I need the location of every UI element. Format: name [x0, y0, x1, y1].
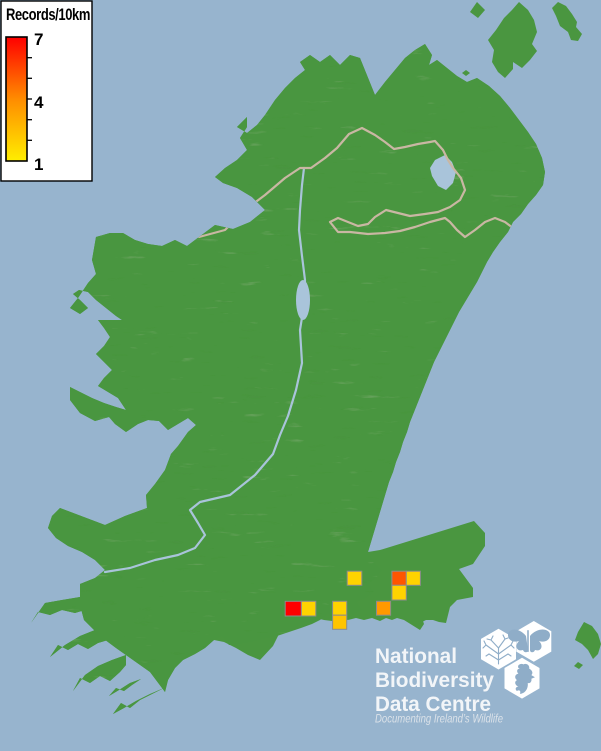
svg-text:Biodiversity: Biodiversity	[375, 669, 494, 692]
svg-text:Documenting Ireland’s Wildlife: Documenting Ireland’s Wildlife	[375, 714, 503, 726]
svg-text:Records/10km: Records/10km	[6, 6, 90, 24]
svg-text:7: 7	[34, 30, 43, 49]
svg-text:1: 1	[34, 155, 43, 174]
svg-text:4: 4	[34, 93, 44, 112]
svg-text:National: National	[375, 645, 457, 668]
